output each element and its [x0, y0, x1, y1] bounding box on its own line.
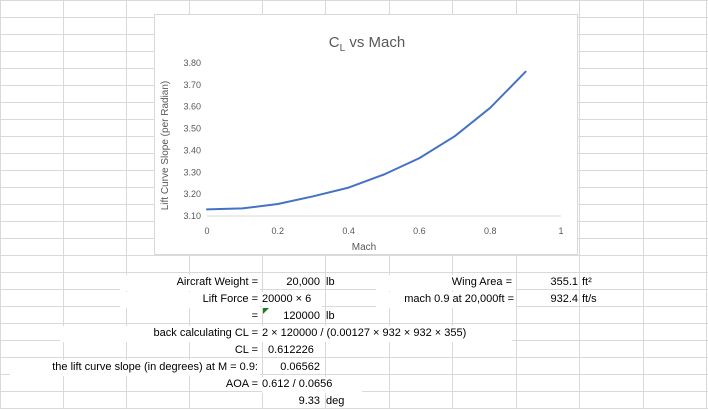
aoa-value[interactable]: 9.33 — [298, 395, 320, 407]
wing-area-label[interactable]: Wing Area = — [451, 276, 512, 288]
aircraft-weight-value[interactable]: 20,000 — [286, 276, 320, 288]
y-tick-label: 3.30 — [183, 167, 201, 177]
y-tick-label: 3.80 — [183, 58, 201, 68]
lift-force-formula[interactable]: 20000 × 6 — [262, 293, 312, 305]
mach-label[interactable]: mach 0.9 at 20,000ft = — [404, 293, 514, 305]
aoa-label[interactable]: AOA = — [225, 378, 258, 390]
lift-force-label[interactable]: Lift Force = — [202, 293, 258, 305]
wing-area-value[interactable]: 355.1 — [550, 276, 578, 288]
aircraft-weight-label[interactable]: Aircraft Weight = — [176, 276, 258, 288]
mach-value[interactable]: 932.4 — [550, 293, 578, 305]
x-tick-label: 0.8 — [484, 226, 497, 236]
cl-value[interactable]: 0.612226 — [268, 344, 314, 356]
x-tick-label: 0.6 — [413, 226, 426, 236]
lift-result-unit[interactable]: lb — [326, 310, 335, 322]
back-calc-label[interactable]: back calculating CL = — [153, 327, 258, 339]
y-tick-label: 3.70 — [183, 80, 201, 90]
aoa-unit[interactable]: deg — [326, 395, 345, 407]
formula-error-indicator — [263, 308, 269, 314]
x-tick-label: 0.2 — [272, 226, 285, 236]
chart-svg: CL vs Mach 3.10 3.20 3.30 3.40 3.50 3.60 3.70 3.… — [160, 34, 564, 253]
mach-unit[interactable]: ft/s — [582, 293, 597, 305]
chart-cl-vs-mach[interactable]: CL vs Mach 3.10 3.20 3.30 3.40 3.50 3.60 3.70 3.… — [154, 14, 578, 255]
wing-area-unit[interactable]: ft² — [582, 276, 592, 288]
x-tick-label: 0.4 — [342, 226, 355, 236]
aoa-formula[interactable]: 0.612 / 0.0656 — [262, 378, 333, 390]
y-tick-label: 3.10 — [183, 211, 201, 221]
y-tick-label: 3.60 — [183, 102, 201, 112]
y-axis-label: Lift Curve Slope (per Radian) — [160, 81, 171, 211]
series-line-0 — [206, 70, 527, 211]
aircraft-weight-unit[interactable]: lb — [326, 276, 335, 288]
back-calc-formula[interactable]: 2 × 120000 / (0.00127 × 932 × 932 × 355) — [262, 327, 467, 339]
x-axis-label: Mach — [352, 242, 376, 253]
cl-label[interactable]: CL = — [234, 344, 258, 356]
lift-result-value[interactable]: 120000 — [283, 310, 320, 322]
equals-sign[interactable]: = — [251, 310, 258, 322]
y-tick-label: 3.40 — [183, 145, 201, 155]
y-tick-label: 3.50 — [183, 124, 201, 134]
chart-title: CL vs Mach — [329, 34, 405, 54]
slope-value[interactable]: 0.06562 — [280, 361, 320, 373]
slope-label[interactable]: the lift curve slope (in degrees) at M =… — [52, 361, 258, 373]
y-tick-label: 3.20 — [183, 189, 201, 199]
x-tick-label: 0 — [204, 226, 209, 236]
x-tick-label: 1 — [558, 226, 563, 236]
